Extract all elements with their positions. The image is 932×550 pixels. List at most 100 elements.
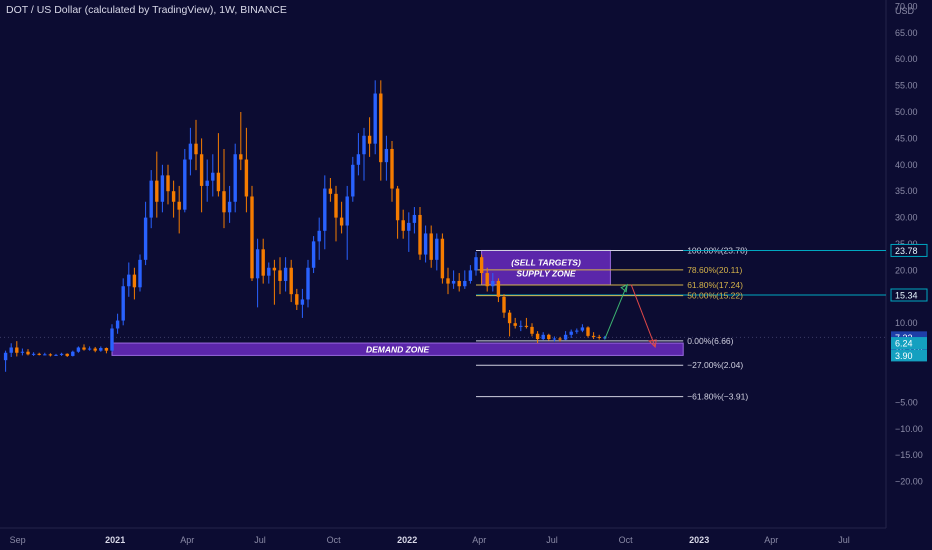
candle-body	[87, 348, 92, 350]
price-tick-label: 60.00	[895, 54, 918, 64]
price-tick-label: 20.00	[895, 265, 918, 275]
fib-level-label: −27.00%(2.04)	[687, 360, 743, 370]
candle-body	[552, 338, 557, 340]
candle-body	[519, 325, 523, 327]
candle-body	[199, 154, 204, 186]
candle-body	[183, 159, 187, 210]
candle-body	[143, 217, 148, 260]
candle-body	[171, 191, 176, 202]
candle-body	[149, 180, 153, 218]
candle-body	[530, 326, 534, 334]
grid	[0, 0, 887, 529]
price-axis-label-text: 6.24	[895, 339, 913, 349]
candle-body	[188, 143, 193, 160]
candle-body	[71, 351, 75, 356]
candle-body	[390, 148, 394, 189]
price-tick-label: 55.00	[895, 81, 918, 91]
candle-body	[351, 164, 355, 197]
candle-body	[65, 353, 69, 356]
candle-body	[491, 280, 495, 287]
candle-body	[513, 323, 517, 326]
projection-up-arrowhead	[620, 283, 628, 293]
time-tick-label: 2023	[689, 535, 709, 545]
candle-body	[239, 154, 243, 160]
supply-zone-box[interactable]	[481, 249, 611, 286]
time-tick-label: Oct	[327, 535, 342, 545]
candle-body	[524, 325, 529, 327]
candle-body	[496, 280, 501, 297]
time-tick-label: Apr	[472, 535, 486, 545]
candle-body	[558, 338, 562, 340]
candle-body	[597, 336, 601, 338]
candle-body	[9, 347, 13, 353]
candle-body	[356, 154, 361, 165]
time-tick-label: Oct	[619, 535, 634, 545]
candle-body	[345, 196, 349, 226]
time-tick-label: Apr	[764, 535, 778, 545]
candle-body	[563, 334, 568, 340]
candle-body	[384, 148, 389, 163]
candle-body	[132, 274, 137, 288]
candle-body	[211, 172, 215, 181]
fib-level-label: 0.00%(6.66)	[687, 336, 733, 346]
fibonacci-retracement[interactable]: 100.00%(23.78)78.60%(20.11)61.80%(17.24)…	[476, 245, 886, 402]
candle-body	[457, 280, 461, 287]
price-tick-label: −15.00	[895, 450, 923, 460]
candle-body	[177, 201, 181, 210]
candle-body	[535, 333, 540, 340]
candle-body	[407, 222, 411, 231]
price-tick-label: 70.00	[895, 1, 918, 11]
candle-body	[339, 217, 344, 226]
candle-body	[54, 354, 58, 356]
time-axis[interactable]: Sep 2021 Apr Jul Oct 2022 Apr Jul Oct 2023 Apr Jul	[10, 535, 850, 545]
time-tick-label: Sep	[10, 535, 26, 545]
projection-down-arrowhead	[648, 339, 657, 349]
candle-body	[3, 352, 8, 361]
fib-level-label: 61.80%(17.24)	[687, 280, 743, 290]
candle-body	[334, 193, 338, 218]
price-axis-label-text: 23.78	[895, 246, 918, 256]
candle-body	[502, 296, 506, 313]
price-axis-currency: USD	[895, 6, 915, 16]
time-tick-label: Jul	[546, 535, 558, 545]
price-tick-label: 40.00	[895, 160, 918, 170]
candle-body	[580, 327, 585, 331]
candle-body	[233, 154, 237, 202]
candle-body	[26, 351, 30, 355]
time-tick-label: Apr	[180, 535, 194, 545]
price-axis-label-box[interactable]	[891, 349, 927, 362]
candle-body	[367, 135, 372, 144]
candle-body	[575, 330, 579, 332]
candle-body	[255, 249, 260, 279]
candle-body	[451, 280, 456, 284]
projection-arrows	[604, 283, 657, 349]
price-axis-label-box[interactable]	[891, 337, 927, 350]
candle-body	[591, 335, 596, 337]
price-axis-label-box[interactable]	[890, 243, 928, 257]
candle-body	[507, 312, 512, 324]
price-axis-label-box[interactable]	[890, 288, 928, 302]
candle-body	[418, 214, 422, 255]
candle-body	[121, 286, 125, 321]
candle-body	[463, 280, 467, 287]
candle-body	[31, 353, 36, 355]
price-tick-label: 30.00	[895, 213, 918, 223]
candle-body	[423, 233, 428, 255]
candle-body	[295, 294, 299, 305]
price-tick-label: 35.00	[895, 186, 918, 196]
candle-body	[468, 270, 473, 281]
zones-layer: (SELL TARGETS)SUPPLY ZONE DEMAND ZONE	[111, 249, 684, 356]
candle-body	[59, 353, 64, 355]
candle-body	[328, 188, 333, 194]
price-tick-label: 45.00	[895, 133, 918, 143]
candle-body	[37, 353, 41, 355]
time-tick-label: 2022	[397, 535, 417, 545]
candle-body	[99, 348, 103, 351]
fib-level-label: 78.60%(20.11)	[687, 265, 742, 275]
candle-body	[379, 93, 383, 163]
candle-body	[244, 159, 249, 197]
candle-body	[479, 257, 484, 274]
candle-body	[272, 267, 277, 271]
